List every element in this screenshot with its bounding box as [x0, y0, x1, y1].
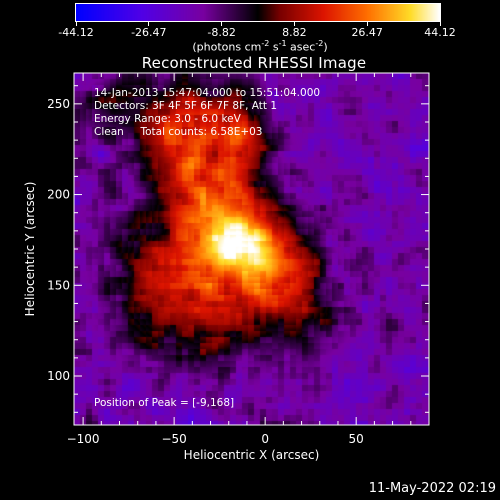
- chart-title: Reconstructed RHESSI Image: [141, 54, 367, 72]
- colorbar-tick-label: 8.82: [282, 26, 307, 39]
- y-tick-label: 250: [47, 97, 70, 111]
- y-tick-label: 100: [47, 369, 70, 383]
- colorbar-tick-label: 26.47: [351, 26, 383, 39]
- annotation-detectors: Detectors: 3F 4F 5F 6F 7F 8F, Att 1: [94, 100, 278, 112]
- x-tick-label: −50: [161, 432, 186, 446]
- x-tick-label: 50: [349, 432, 364, 446]
- info-block: 14-Jan-2013 15:47:04.000 to 15:51:04.000…: [94, 87, 320, 139]
- annotation-time-range: 14-Jan-2013 15:47:04.000 to 15:51:04.000: [94, 87, 321, 99]
- colorbar-tick-mark: [148, 21, 150, 26]
- colorbar-tick-mark: [221, 21, 223, 26]
- colorbar-unit-label: (photons cm-2 s-1 asec-2): [192, 39, 328, 54]
- colorbar-tick-mark: [75, 21, 77, 26]
- annotation-energy-range: Energy Range: 3.0 - 6.0 keV: [94, 113, 241, 125]
- x-tick-label: −100: [67, 432, 100, 446]
- colorbar-tick-mark: [366, 21, 368, 26]
- colorbar: [75, 3, 441, 22]
- y-tick-label: 150: [47, 278, 70, 292]
- y-axis-title: Heliocentric Y (arcsec): [23, 181, 37, 317]
- colorbar-tick-label: -44.12: [58, 26, 94, 39]
- colorbar-tick-label: 44.12: [424, 26, 456, 39]
- colorbar-tick-label: -26.47: [131, 26, 167, 39]
- colorbar-tick-label: -8.82: [207, 26, 236, 39]
- x-tick-label: 0: [261, 432, 269, 446]
- y-tick-label: 200: [47, 188, 70, 202]
- date-stamp: 11-May-2022 02:19: [368, 481, 496, 496]
- colorbar-tick-mark: [293, 21, 295, 26]
- x-axis-title: Heliocentric X (arcsec): [183, 448, 320, 462]
- annotation-total-counts: Clean Total counts: 6.58E+03: [94, 126, 263, 138]
- heatmap-image: [74, 73, 429, 425]
- peak-position-label: Position of Peak = [-9,168]: [94, 397, 235, 409]
- colorbar-tick-mark: [439, 21, 441, 26]
